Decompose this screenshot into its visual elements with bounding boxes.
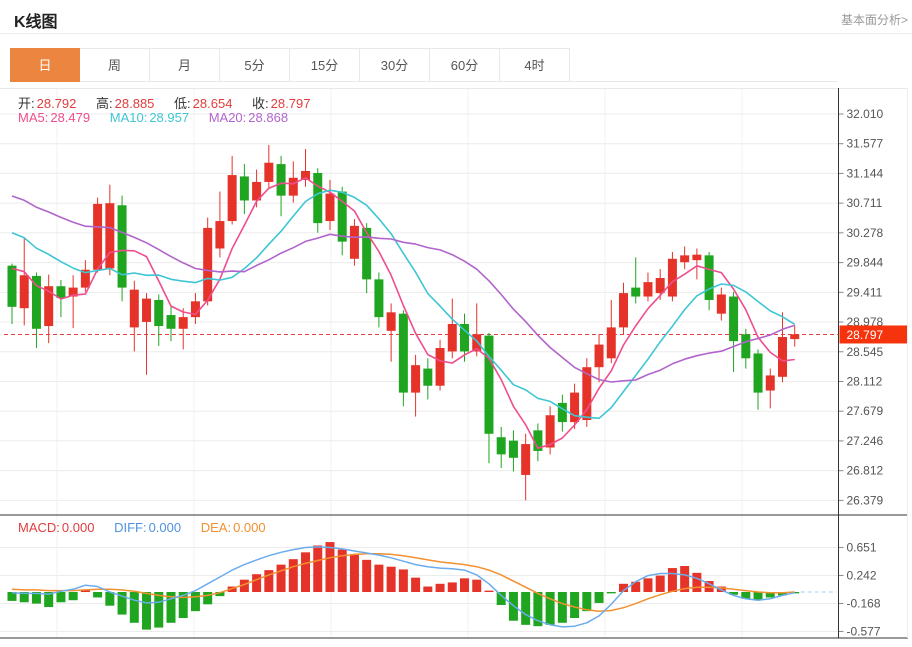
svg-text:28.545: 28.545: [847, 345, 884, 359]
tab-15min[interactable]: 15分: [290, 48, 360, 82]
high-label: 高:: [96, 96, 113, 111]
svg-text:27.679: 27.679: [847, 404, 884, 418]
tabs-baseline: [570, 81, 838, 82]
svg-text:-0.168: -0.168: [847, 596, 881, 610]
svg-text:28.112: 28.112: [847, 374, 883, 388]
svg-text:27.246: 27.246: [847, 434, 884, 448]
macd-label: MACD:: [18, 520, 60, 535]
open-value: 28.792: [36, 96, 77, 111]
close-value: 28.797: [270, 96, 311, 111]
ma20-value: 28.868: [248, 110, 289, 125]
ma10-label: MA10:: [109, 110, 148, 125]
header-divider: [0, 33, 912, 34]
page-title: K线图: [14, 14, 58, 31]
tab-60min[interactable]: 60分: [430, 48, 500, 82]
low-value: 28.654: [192, 96, 233, 111]
svg-text:0.242: 0.242: [847, 568, 877, 582]
dea-label: DEA:: [200, 520, 232, 535]
svg-text:28.797: 28.797: [847, 328, 884, 342]
tab-day[interactable]: 日: [10, 48, 80, 82]
svg-text:32.010: 32.010: [847, 107, 884, 121]
svg-text:31.577: 31.577: [847, 137, 884, 151]
fundamental-analysis-link[interactable]: 基本面分析>: [840, 13, 908, 27]
svg-text:-0.577: -0.577: [847, 624, 881, 638]
diff-label: DIFF:: [114, 520, 147, 535]
close-label: 收:: [252, 96, 269, 111]
svg-text:29.844: 29.844: [847, 256, 884, 270]
open-label: 开:: [18, 96, 35, 111]
low-label: 低:: [174, 96, 191, 111]
ma20-label: MA20:: [208, 110, 247, 125]
svg-text:26.812: 26.812: [847, 464, 884, 478]
period-tabs: 日 周 月 5分 15分 30分 60分 4时: [10, 48, 570, 82]
svg-text:0.651: 0.651: [847, 540, 877, 554]
svg-text:30.711: 30.711: [847, 196, 883, 210]
ma-legend: MA5: 28.479 MA10: 28.957 MA20: 28.868: [18, 110, 304, 125]
macd-legend: MACD: 0.000 DIFF: 0.000 DEA: 0.000: [18, 520, 282, 535]
tab-30min[interactable]: 30分: [360, 48, 430, 82]
ma5-value: 28.479: [50, 110, 91, 125]
diff-value: 0.000: [148, 520, 182, 535]
tab-4hour[interactable]: 4时: [500, 48, 570, 82]
svg-text:29.411: 29.411: [847, 285, 883, 299]
svg-text:26.379: 26.379: [847, 493, 884, 507]
ohlc-legend: 开: 28.792 高: 28.885 低: 28.654 收: 28.797: [18, 93, 326, 112]
tab-month[interactable]: 月: [150, 48, 220, 82]
tab-5min[interactable]: 5分: [220, 48, 290, 82]
svg-text:30.278: 30.278: [847, 226, 884, 240]
ma5-label: MA5:: [18, 110, 49, 125]
ma10-value: 28.957: [149, 110, 190, 125]
svg-text:31.144: 31.144: [847, 166, 884, 180]
kline-chart[interactable]: 32.010 31.577 31.144 30.711 30.278 29.844 29.4…: [0, 88, 912, 647]
macd-value: 0.000: [61, 520, 95, 535]
tab-week[interactable]: 周: [80, 48, 150, 82]
dea-value: 0.000: [233, 520, 266, 535]
high-value: 28.885: [114, 96, 155, 111]
